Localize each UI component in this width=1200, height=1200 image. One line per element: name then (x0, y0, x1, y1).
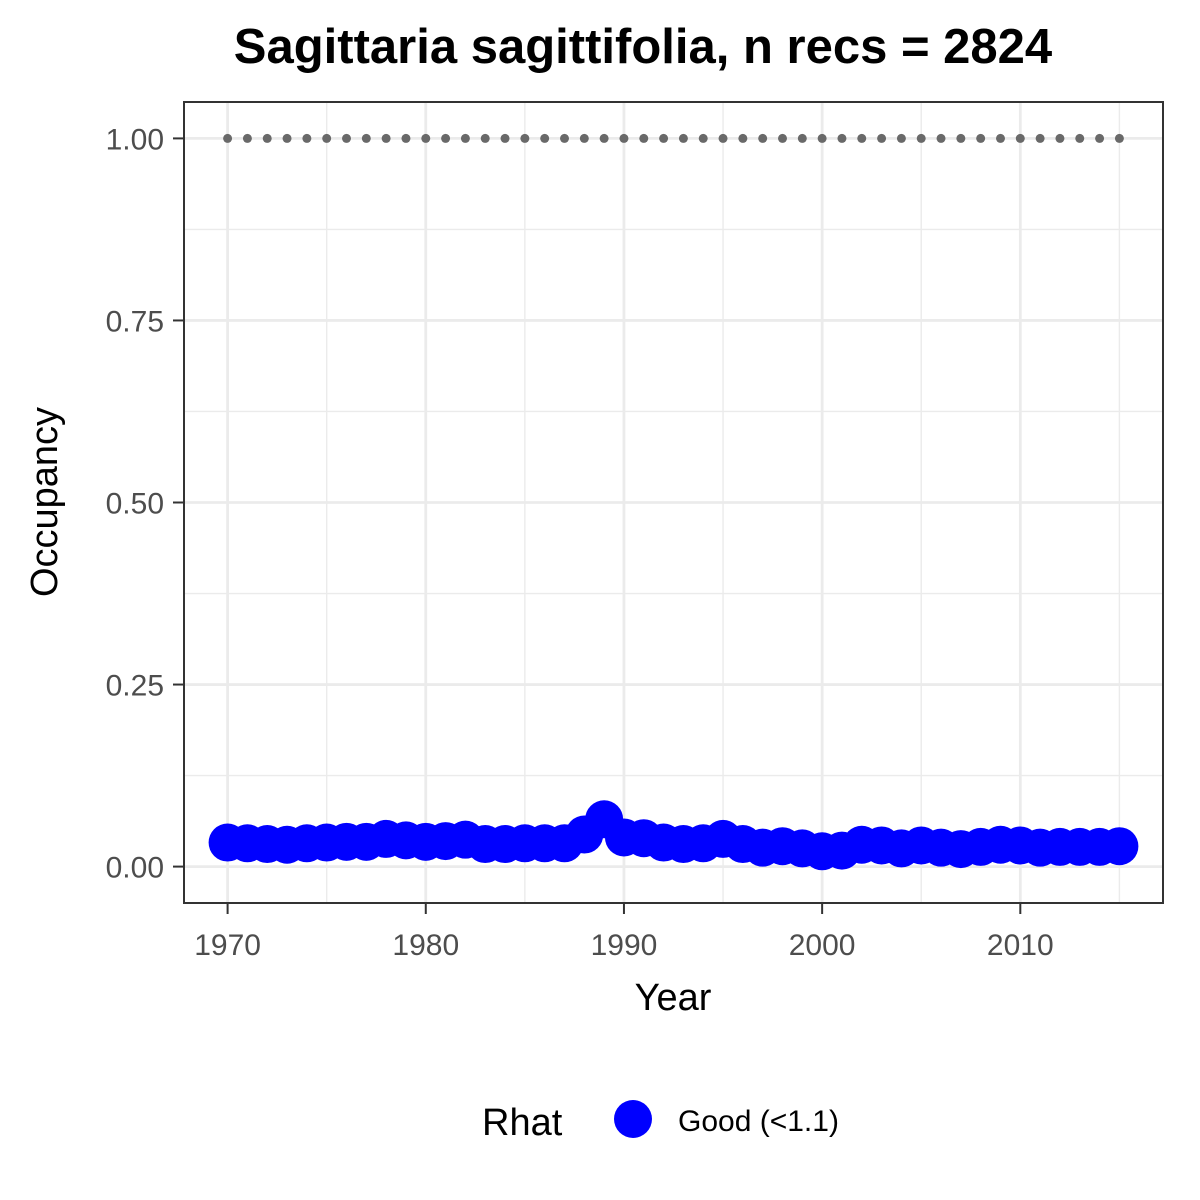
upper-reference-point (777, 133, 787, 143)
y-tick-label: 0.50 (106, 488, 164, 521)
upper-reference-point (1114, 133, 1124, 143)
upper-reference-point (322, 133, 332, 143)
upper-reference-point (758, 133, 768, 143)
upper-reference-point (1015, 133, 1025, 143)
upper-reference-point (421, 133, 431, 143)
y-axis-title: Occupancy (24, 407, 66, 597)
upper-reference-point (1075, 133, 1085, 143)
upper-reference-point (262, 133, 272, 143)
occupancy-point (1100, 827, 1139, 866)
y-axis: 0.00 0.25 0.50 0.75 1.00 (106, 123, 184, 885)
upper-reference-point (678, 133, 688, 143)
upper-reference-point (817, 133, 827, 143)
upper-reference-point (797, 133, 807, 143)
upper-reference-point (342, 133, 352, 143)
legend: Rhat Good (<1.1) (482, 1100, 839, 1144)
upper-reference-point (1055, 133, 1065, 143)
x-axis: 1970 1980 1990 2000 2010 (194, 903, 1054, 962)
upper-reference-point (441, 133, 451, 143)
legend-key-good (614, 1100, 652, 1138)
legend-title: Rhat (482, 1102, 563, 1144)
upper-reference-point (718, 133, 728, 143)
upper-reference-point (401, 133, 411, 143)
upper-reference-point (877, 133, 887, 143)
upper-reference-point (361, 133, 371, 143)
upper-reference-point (242, 133, 252, 143)
upper-reference-point (520, 133, 530, 143)
upper-reference-point (698, 133, 708, 143)
upper-reference-point (639, 133, 649, 143)
upper-reference-point (1095, 133, 1105, 143)
upper-reference-point (599, 133, 609, 143)
y-tick-label: 1.00 (106, 123, 164, 156)
upper-reference-point (1035, 133, 1045, 143)
x-tick-label: 1980 (392, 929, 459, 962)
y-tick-label: 0.75 (106, 305, 164, 338)
upper-reference-point (500, 133, 510, 143)
upper-reference-point (659, 133, 669, 143)
upper-reference-point (579, 133, 589, 143)
upper-reference-point (837, 133, 847, 143)
upper-reference-point (936, 133, 946, 143)
upper-reference-point (302, 133, 312, 143)
x-tick-label: 1970 (194, 929, 261, 962)
upper-reference-point (560, 133, 570, 143)
x-tick-label: 2010 (987, 929, 1054, 962)
upper-reference-point (857, 133, 867, 143)
upper-reference-point (223, 133, 233, 143)
upper-reference-point (738, 133, 748, 143)
legend-label-good: Good (<1.1) (678, 1105, 839, 1138)
upper-reference-point (282, 133, 292, 143)
upper-reference-point (916, 133, 926, 143)
upper-reference-point (995, 133, 1005, 143)
upper-reference-point (460, 133, 470, 143)
upper-reference-point (381, 133, 391, 143)
upper-reference-point (619, 133, 629, 143)
upper-reference-point (540, 133, 550, 143)
series-layer (208, 133, 1139, 871)
x-axis-title: Year (635, 977, 712, 1019)
upper-reference-point (956, 133, 966, 143)
upper-reference-point (896, 133, 906, 143)
chart-title: Sagittaria sagittifolia, n recs = 2824 (234, 20, 1052, 74)
x-tick-label: 1990 (591, 929, 658, 962)
x-tick-label: 2000 (789, 929, 856, 962)
upper-reference-point (480, 133, 490, 143)
y-tick-label: 0.25 (106, 670, 164, 703)
y-tick-label: 0.00 (106, 852, 164, 885)
upper-reference-point (976, 133, 986, 143)
